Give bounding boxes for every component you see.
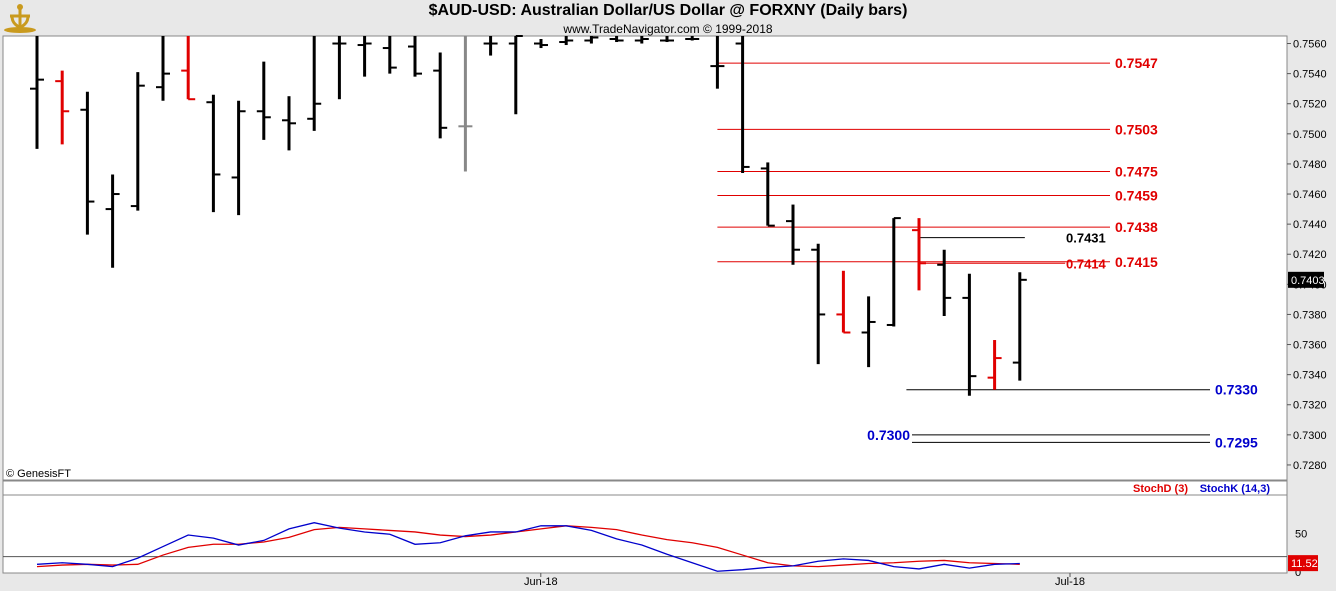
copyright-label: © GenesisFT	[6, 468, 71, 480]
y-tick-label: 0.7480	[1293, 159, 1327, 171]
y-tick-label: 0.7360	[1293, 340, 1327, 352]
price-bar	[886, 217, 901, 327]
y-tick-label: 0.7560	[1293, 39, 1327, 51]
y-tick-label: 0.7520	[1293, 99, 1327, 111]
price-bar	[987, 340, 1002, 390]
price-bar	[660, 36, 674, 43]
price-bar	[534, 39, 548, 49]
level-label: 0.7295	[1215, 434, 1258, 450]
y-tick-label: 0.7460	[1293, 189, 1327, 201]
price-bar	[256, 61, 271, 140]
price-bar	[836, 270, 851, 334]
price-bar	[130, 72, 145, 211]
level-label: 0.7503	[1115, 121, 1158, 137]
price-bar	[458, 36, 473, 172]
price-bar	[937, 249, 952, 316]
stochastic-plot-area	[2, 480, 1288, 574]
stoch-y-tick-label: 50	[1295, 529, 1307, 541]
level-label: 0.7414	[1066, 256, 1107, 271]
last-price-label: 0.7403	[1291, 275, 1325, 287]
price-bar	[760, 162, 775, 227]
chart-subtitle: www.TradeNavigator.com © 1999-2018	[563, 22, 773, 36]
price-bar	[508, 35, 523, 115]
price-bar	[382, 36, 397, 74]
price-bar	[332, 36, 347, 100]
price-bar	[483, 36, 498, 56]
price-bar	[685, 36, 700, 41]
price-bar	[559, 36, 574, 46]
y-tick-label: 0.7540	[1293, 69, 1327, 81]
y-tick-label: 0.7440	[1293, 219, 1327, 231]
price-bar	[710, 36, 725, 89]
price-bar	[30, 36, 44, 149]
stoch-series-line	[36, 525, 1020, 568]
price-bar	[55, 70, 70, 145]
stoch-series-line	[36, 522, 1020, 572]
price-bar	[307, 36, 322, 131]
x-tick-label: Jul-18	[1055, 576, 1085, 588]
y-tick-label: 0.7340	[1293, 370, 1327, 382]
stoch-last-box	[1288, 555, 1318, 572]
price-bar	[231, 100, 246, 216]
level-label: 0.7330	[1215, 382, 1258, 398]
legend-stochd: StochD (3)	[1133, 483, 1188, 495]
level-label: 0.7547	[1115, 55, 1158, 71]
y-tick-label: 0.7500	[1293, 129, 1327, 141]
level-label: 0.7300	[867, 427, 910, 443]
price-bar	[80, 91, 95, 235]
price-bar	[206, 94, 221, 213]
level-label: 0.7475	[1115, 163, 1158, 179]
price-bar	[634, 36, 649, 44]
y-tick-label: 0.7320	[1293, 400, 1327, 412]
price-bar	[181, 36, 196, 101]
price-bar	[861, 296, 876, 368]
level-label: 0.7459	[1115, 188, 1158, 204]
stoch-last-label: 11.52	[1291, 558, 1318, 570]
y-tick-label: 0.7380	[1293, 309, 1327, 321]
price-bar	[408, 36, 422, 77]
last-price-box	[1288, 271, 1324, 288]
stoch-y-tick-label: 0	[1295, 567, 1301, 579]
price-bar	[105, 174, 120, 268]
price-bar	[282, 96, 296, 151]
price-bar	[811, 243, 826, 365]
x-tick-label: Jun-18	[524, 576, 558, 588]
price-bar	[156, 36, 170, 101]
price-bar	[962, 273, 977, 396]
level-label: 0.7431	[1066, 231, 1106, 246]
price-bar	[912, 218, 926, 291]
price-bar	[584, 36, 599, 44]
y-tick-label: 0.7420	[1293, 249, 1327, 261]
price-bar	[735, 36, 750, 173]
price-bar	[786, 204, 800, 265]
chart-title: $AUD-USD: Australian Dollar/US Dollar @ …	[428, 2, 908, 19]
price-bar	[433, 52, 448, 139]
price-bar	[1012, 272, 1027, 381]
price-bar	[609, 36, 624, 43]
y-tick-label: 0.7300	[1293, 430, 1327, 442]
level-label: 0.7438	[1115, 219, 1158, 235]
trade-navigator-logo-icon	[2, 2, 38, 34]
level-label: 0.7415	[1115, 254, 1158, 270]
price-bar	[357, 36, 372, 77]
price-plot-area	[2, 35, 1288, 481]
y-tick-label: 0.7280	[1293, 460, 1327, 472]
legend-stochk: StochK (14,3)	[1200, 483, 1271, 495]
